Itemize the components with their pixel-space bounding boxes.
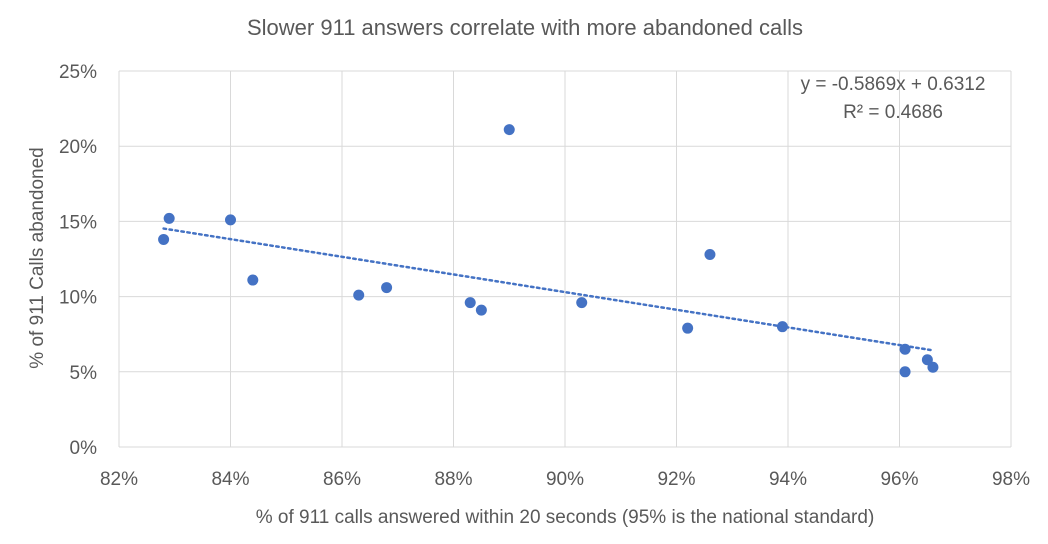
y-tick-label: 5% xyxy=(70,363,98,384)
x-tick-label: 84% xyxy=(211,469,249,490)
data-point xyxy=(163,212,175,224)
data-point xyxy=(776,321,788,333)
gridlines xyxy=(118,70,1012,448)
data-point xyxy=(247,274,259,286)
x-axis-title: % of 911 calls answered within 20 second… xyxy=(256,507,875,528)
tick-labels: 0% 5% 10% 15% 20% 25% 82% 84% 86% 88% 90% 92% 94% 96%… xyxy=(59,62,1030,490)
data-points xyxy=(158,124,939,378)
data-point xyxy=(503,124,515,136)
trendline xyxy=(162,227,935,352)
data-point xyxy=(464,297,476,309)
y-tick-label: 25% xyxy=(59,62,97,83)
x-tick-label: 82% xyxy=(100,469,138,490)
trendline-equation: y = -0.5869x + 0.6312 xyxy=(801,74,986,95)
trendline-r-squared: R² = 0.4686 xyxy=(843,102,943,123)
y-tick-label: 20% xyxy=(59,137,97,158)
data-point xyxy=(381,282,393,294)
data-point xyxy=(927,361,939,373)
x-tick-label: 88% xyxy=(434,469,472,490)
data-point xyxy=(921,354,933,366)
y-tick-label: 10% xyxy=(59,288,97,309)
data-point xyxy=(576,297,588,309)
trendline-group xyxy=(162,227,935,352)
data-point xyxy=(899,366,911,378)
data-point xyxy=(225,214,236,226)
data-point xyxy=(899,343,911,355)
x-tick-label: 94% xyxy=(769,469,807,490)
y-tick-label: 15% xyxy=(59,212,97,233)
x-tick-label: 98% xyxy=(992,469,1030,490)
x-tick-label: 96% xyxy=(880,469,918,490)
data-point xyxy=(353,289,365,301)
y-tick-label: 0% xyxy=(70,438,98,459)
data-point xyxy=(475,304,487,316)
x-tick-label: 92% xyxy=(657,469,695,490)
chart-title: Slower 911 answers correlate with more a… xyxy=(247,15,803,40)
x-tick-label: 86% xyxy=(323,469,361,490)
data-point xyxy=(682,322,694,334)
x-tick-label: 90% xyxy=(546,469,584,490)
y-axis-title: % of 911 Calls abandoned xyxy=(27,147,48,368)
data-point xyxy=(158,233,170,245)
data-point xyxy=(704,248,716,260)
